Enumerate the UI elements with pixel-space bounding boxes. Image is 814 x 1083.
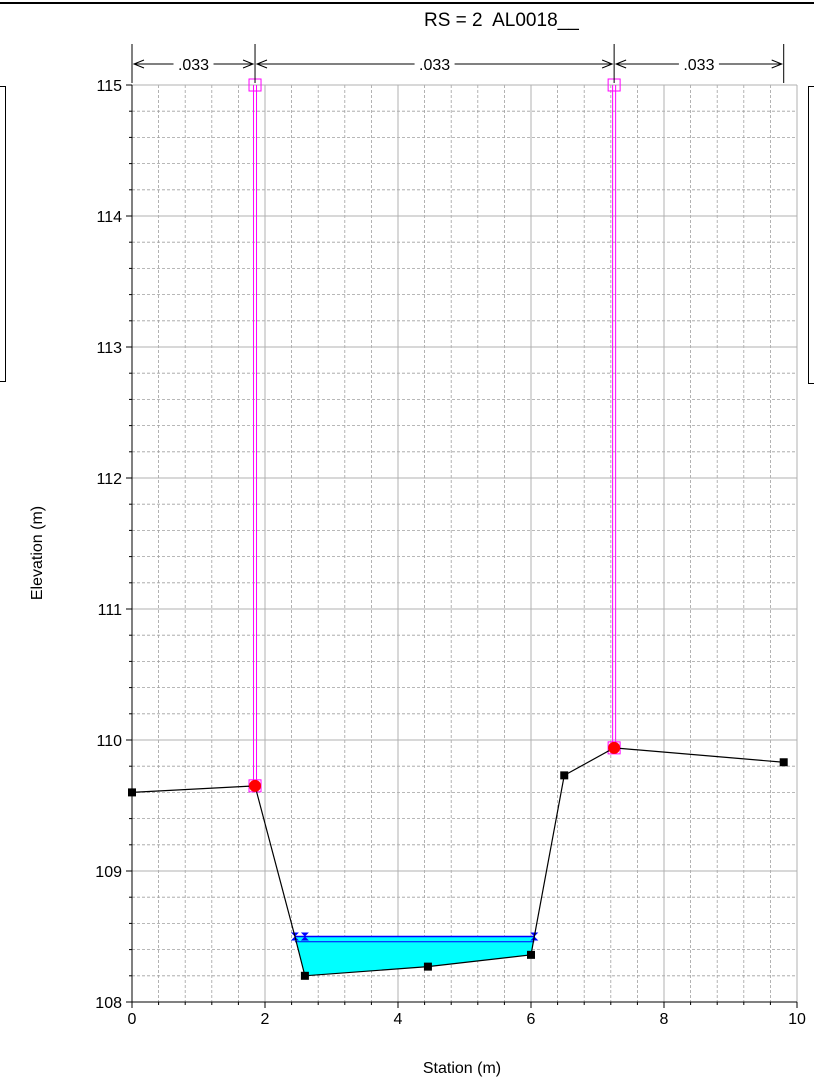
y-tick-label: 112	[96, 471, 122, 488]
y-tick-label: 111	[98, 602, 122, 619]
grid	[131, 84, 798, 1003]
y-tick-label: 114	[96, 209, 122, 226]
y-axis-label: Elevation (m)	[29, 505, 46, 601]
ground-point	[779, 758, 788, 767]
manning-arrowhead	[771, 59, 784, 69]
ground-layer	[128, 741, 788, 980]
water-layer	[290, 932, 539, 976]
y-tick-label: 109	[95, 864, 122, 881]
x-tick-label: 8	[660, 1011, 669, 1028]
x-tick-label: 6	[527, 1011, 536, 1028]
manning-arrowhead	[242, 59, 255, 69]
x-tick-label: 2	[261, 1011, 270, 1028]
manning-arrowhead	[132, 59, 145, 69]
x-tick-label: 0	[128, 1011, 137, 1028]
water-surface-marker	[300, 932, 309, 941]
plot-frame	[0, 2, 814, 1003]
manning-arrowhead	[614, 59, 627, 69]
axis-ticks: 0 2 4 6 8 10 108 109 110 111 112 113 114 115	[95, 78, 806, 1028]
ground-point	[527, 950, 535, 959]
levee-layer	[248, 78, 621, 793]
right-legend-box	[808, 86, 814, 384]
y-tick-label: 115	[96, 78, 122, 95]
y-tick-label: 113	[96, 340, 122, 357]
manning-arrowhead	[255, 59, 268, 69]
manning-arrowhead	[601, 59, 614, 69]
water-area	[294, 936, 535, 976]
ground-point	[423, 962, 432, 971]
manning-n-label: .033	[419, 57, 450, 74]
y-tick-label: 108	[95, 995, 122, 1012]
ground-line	[131, 747, 784, 977]
x-axis-label: Station (m)	[422, 1060, 502, 1077]
x-tick-label: 10	[788, 1011, 806, 1028]
bank-station-marker	[608, 741, 621, 754]
manning-n-label: .033	[683, 57, 714, 74]
y-tick-label: 110	[96, 733, 122, 750]
x-tick-label: 4	[394, 1011, 403, 1028]
bank-station-marker	[249, 779, 262, 792]
ground-point	[560, 771, 569, 780]
chart-title: RS = 2 AL0018__	[424, 10, 579, 31]
ground-point	[300, 971, 309, 980]
manning-n-annotations: .033 .033 .033	[131, 44, 785, 83]
left-legend-box	[0, 86, 6, 382]
manning-n-label: .033	[178, 57, 209, 74]
